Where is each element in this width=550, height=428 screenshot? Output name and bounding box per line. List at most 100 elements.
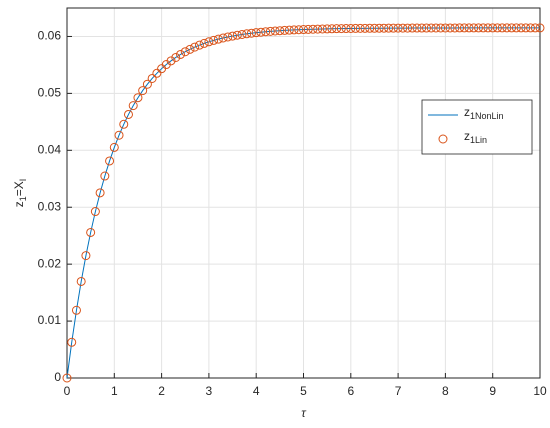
legend: z1NonLin z1Lin — [421, 99, 533, 155]
data-marker — [142, 79, 152, 89]
data-marker — [516, 23, 526, 33]
data-marker — [228, 31, 238, 41]
x-tick-label: 9 — [489, 384, 496, 398]
data-marker — [199, 38, 209, 48]
data-marker — [100, 171, 110, 181]
x-tick-label: 8 — [442, 384, 449, 398]
data-marker — [76, 276, 86, 286]
data-marker — [313, 24, 323, 34]
data-marker — [351, 23, 361, 33]
data-marker — [95, 188, 105, 198]
data-marker — [369, 23, 379, 33]
data-marker — [507, 23, 517, 33]
data-marker — [384, 23, 394, 33]
data-marker — [436, 23, 446, 33]
x-tick-label: 6 — [347, 384, 354, 398]
data-marker — [412, 23, 422, 33]
data-marker — [355, 23, 365, 33]
data-marker — [407, 23, 417, 33]
data-marker — [166, 56, 176, 66]
data-marker — [204, 37, 214, 47]
data-marker — [209, 35, 219, 45]
data-marker — [109, 142, 119, 152]
data-line — [66, 27, 540, 379]
data-marker — [128, 101, 138, 111]
data-marker — [223, 32, 233, 42]
data-marker — [317, 24, 327, 34]
data-marker — [478, 23, 488, 33]
data-marker — [185, 44, 195, 54]
data-marker — [497, 23, 507, 33]
legend-box — [421, 99, 533, 155]
data-marker — [289, 25, 299, 35]
data-marker — [180, 47, 190, 57]
data-marker — [105, 156, 115, 166]
data-marker — [246, 28, 256, 38]
data-marker — [194, 40, 204, 50]
y-tick-label: 0.01 — [38, 313, 62, 327]
data-marker — [469, 23, 479, 33]
data-marker — [284, 25, 294, 35]
data-marker — [360, 23, 370, 33]
data-marker — [299, 25, 308, 35]
data-marker — [398, 23, 408, 33]
data-marker — [242, 29, 252, 39]
data-marker — [308, 24, 318, 34]
data-marker — [218, 33, 228, 43]
data-marker — [393, 23, 403, 33]
data-marker — [90, 207, 100, 217]
x-tick-label: 3 — [206, 384, 213, 398]
data-marker — [526, 23, 536, 33]
data-marker — [455, 23, 465, 33]
data-marker — [365, 23, 375, 33]
data-marker — [474, 23, 484, 33]
data-marker — [190, 42, 200, 52]
x-tick-label: 0 — [64, 384, 71, 398]
data-marker — [483, 23, 493, 33]
data-marker — [332, 24, 342, 34]
data-marker — [176, 49, 186, 59]
data-marker — [379, 23, 389, 33]
data-marker — [147, 73, 157, 83]
data-marker — [426, 23, 436, 33]
data-marker — [530, 23, 540, 33]
data-marker — [114, 130, 124, 140]
legend-swatch — [438, 134, 448, 144]
data-marker — [450, 23, 460, 33]
data-marker — [152, 68, 162, 78]
data-marker — [388, 23, 398, 33]
data-marker — [261, 27, 271, 37]
data-marker — [270, 26, 280, 36]
legend-label: z1Lin — [464, 129, 487, 145]
data-marker — [237, 29, 247, 39]
data-marker — [431, 23, 441, 33]
y-tick-label: 0.02 — [38, 256, 62, 270]
data-marker — [440, 23, 450, 33]
data-marker — [133, 93, 143, 103]
data-marker — [280, 25, 290, 35]
data-marker — [502, 23, 512, 33]
data-marker — [81, 251, 91, 261]
x-axis-label: τ — [301, 406, 307, 420]
y-axis-label: z1=XI — [12, 179, 28, 208]
x-tick-label: 4 — [253, 384, 260, 398]
data-marker — [265, 26, 275, 36]
legend-label: z1NonLin — [464, 105, 504, 121]
data-marker — [232, 30, 242, 40]
data-marker — [86, 227, 96, 237]
data-marker — [374, 23, 384, 33]
data-marker — [535, 23, 545, 33]
y-tick-label: 0.06 — [38, 29, 62, 43]
data-marker — [327, 24, 337, 34]
data-marker — [336, 24, 346, 34]
data-marker — [417, 23, 427, 33]
data-marker — [464, 23, 474, 33]
data-marker — [488, 23, 498, 33]
data-marker — [256, 27, 266, 37]
y-tick-label: 0.05 — [38, 86, 62, 100]
y-tick-label: 0.04 — [38, 142, 62, 156]
data-marker — [322, 24, 332, 34]
x-tick-label: 7 — [395, 384, 402, 398]
data-marker — [492, 23, 502, 33]
